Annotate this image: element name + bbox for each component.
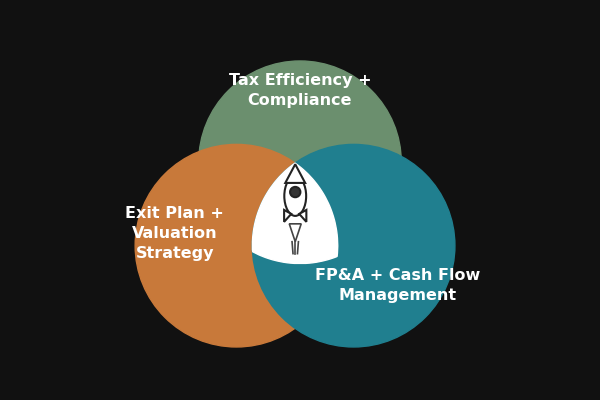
Circle shape [290,187,301,197]
Text: Exit Plan +
Valuation
Strategy: Exit Plan + Valuation Strategy [125,206,224,261]
Polygon shape [253,163,338,263]
Polygon shape [289,224,301,242]
Circle shape [253,144,455,347]
Circle shape [135,144,338,347]
Ellipse shape [284,176,306,216]
Polygon shape [284,210,291,222]
Circle shape [199,61,401,264]
Text: Tax Efficiency +
Compliance: Tax Efficiency + Compliance [229,73,371,108]
Polygon shape [299,210,307,222]
Polygon shape [286,164,305,183]
Text: FP&A + Cash Flow
Management: FP&A + Cash Flow Management [314,268,480,303]
